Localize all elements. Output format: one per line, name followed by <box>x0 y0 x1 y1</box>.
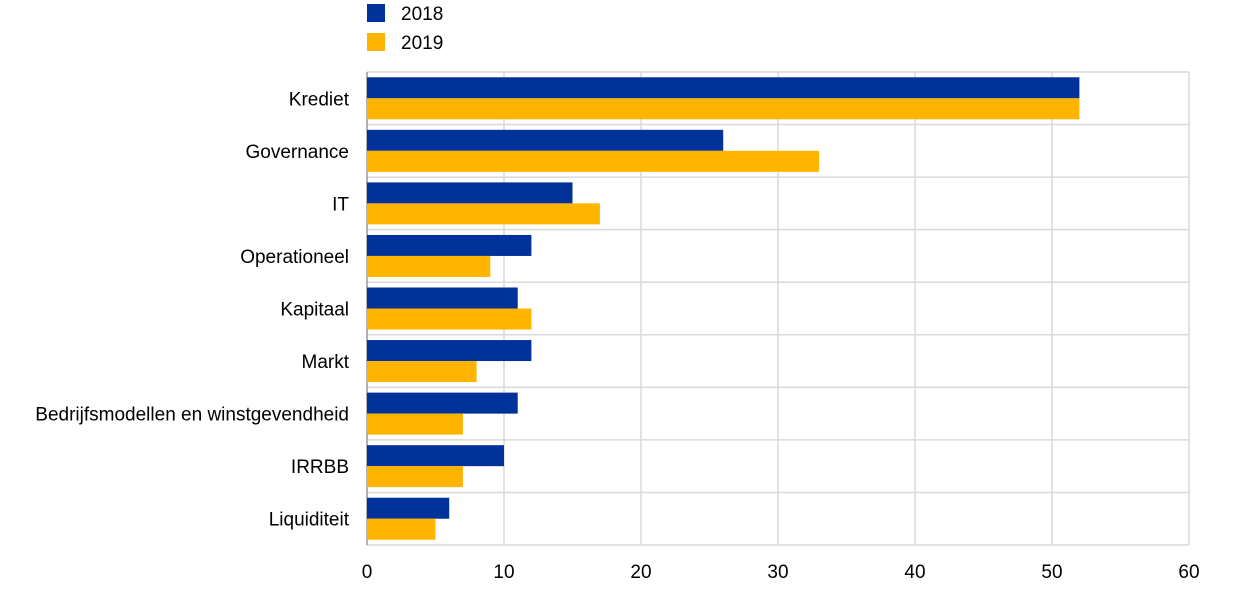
bar-2019 <box>367 255 491 277</box>
bar-2019 <box>367 466 463 488</box>
x-tick-label: 20 <box>630 562 651 583</box>
bar-2018 <box>367 287 518 309</box>
bar-2019 <box>367 98 1080 120</box>
x-tick-label: 30 <box>767 562 788 583</box>
bar-2018 <box>367 392 518 414</box>
bar-2018 <box>367 445 504 467</box>
bar-2018 <box>367 77 1080 99</box>
bar-2019 <box>367 413 463 435</box>
legend-label-2019: 2019 <box>401 33 443 54</box>
bar-2019 <box>367 150 820 172</box>
legend-swatch-2018 <box>367 4 385 22</box>
x-axis-tick-labels: 0 10 20 30 40 50 60 <box>362 562 1200 583</box>
category-label: IT <box>332 194 349 215</box>
x-tick-label: 10 <box>493 562 514 583</box>
bars <box>367 77 1080 540</box>
x-tick-label: 0 <box>362 562 373 583</box>
bar-2018 <box>367 340 532 362</box>
category-label: Krediet <box>289 89 350 110</box>
x-tick-label: 50 <box>1041 562 1062 583</box>
bar-2018 <box>367 234 532 256</box>
category-label: Kapitaal <box>280 300 349 321</box>
bar-2018 <box>367 129 724 151</box>
legend-label-2018: 2018 <box>401 4 443 25</box>
category-label: Governance <box>245 142 349 163</box>
x-tick-label: 60 <box>1178 562 1199 583</box>
category-label: IRRBB <box>291 457 349 478</box>
category-label: Bedrijfsmodellen en winstgevendheid <box>35 405 349 426</box>
category-labels: Krediet Governance IT Operationeel Kapitaal M… <box>35 89 349 530</box>
legend-swatch-2019 <box>367 33 385 51</box>
category-label: Markt <box>302 352 350 373</box>
legend: 2018 2019 <box>367 4 443 54</box>
bar-2019 <box>367 518 436 540</box>
bar-2019 <box>367 361 477 383</box>
bar-2019 <box>367 203 600 225</box>
bar-2018 <box>367 497 450 519</box>
category-label: Liquiditeit <box>269 510 350 531</box>
bar-2019 <box>367 308 532 330</box>
x-tick-label: 40 <box>904 562 925 583</box>
category-label: Operationeel <box>240 247 349 268</box>
bar-2018 <box>367 182 573 204</box>
